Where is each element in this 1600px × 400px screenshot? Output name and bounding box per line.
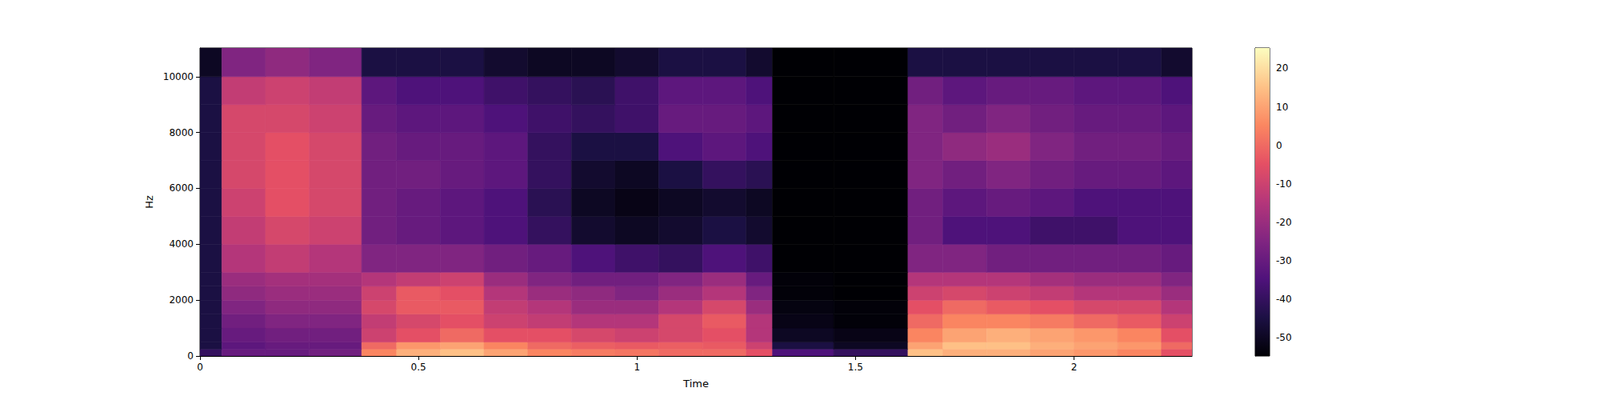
svg-text:0: 0 xyxy=(1276,140,1283,152)
svg-text:-10: -10 xyxy=(1276,178,1292,190)
svg-text:2000: 2000 xyxy=(168,294,194,306)
svg-text:10000: 10000 xyxy=(163,71,194,83)
svg-text:1.5: 1.5 xyxy=(848,361,864,373)
svg-text:-30: -30 xyxy=(1276,255,1292,267)
svg-text:10: 10 xyxy=(1276,101,1288,113)
svg-text:-50: -50 xyxy=(1276,332,1292,344)
svg-text:-40: -40 xyxy=(1276,293,1292,305)
svg-text:-20: -20 xyxy=(1276,216,1292,228)
svg-text:20: 20 xyxy=(1276,62,1288,74)
svg-text:0.5: 0.5 xyxy=(411,361,427,373)
svg-text:0: 0 xyxy=(196,361,204,373)
svg-text:6000: 6000 xyxy=(168,182,194,194)
svg-text:Time: Time xyxy=(682,377,709,390)
svg-text:Hz: Hz xyxy=(143,195,156,209)
svg-text:4000: 4000 xyxy=(168,238,194,250)
svg-text:1: 1 xyxy=(633,361,640,373)
svg-text:8000: 8000 xyxy=(168,127,194,139)
svg-text:0: 0 xyxy=(187,350,194,362)
svg-text:2: 2 xyxy=(1071,361,1078,373)
